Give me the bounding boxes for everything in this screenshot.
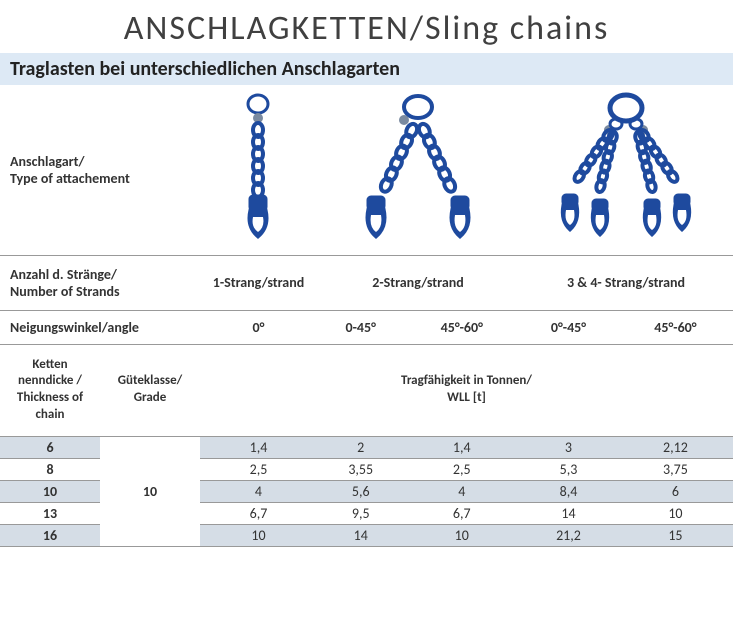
wll-cell: 2,5 xyxy=(200,459,317,481)
strands-label: Anzahl d. Stränge/ Number of Strands xyxy=(0,255,200,310)
wll-header: Tragfähigkeit in Tonnen/ WLL [t] xyxy=(200,344,733,437)
angle-col-3: 0°-45° xyxy=(519,310,618,344)
angle-label: Neigungswinkel/angle xyxy=(0,310,200,344)
wll-cell: 10 xyxy=(200,525,317,547)
grade-header: Güteklasse/ Grade xyxy=(100,344,200,437)
diagram-4-strand xyxy=(519,85,733,255)
wll-cell: 1,4 xyxy=(200,437,317,459)
wll-cell: 6 xyxy=(618,481,733,503)
wll-cell: 3 xyxy=(519,437,618,459)
table-row: 6 10 1,4 2 1,4 3 2,12 xyxy=(0,437,733,459)
angle-col-4: 45°-60° xyxy=(618,310,733,344)
thickness-header: Ketten nenndicke / Thickness of chain xyxy=(0,344,100,437)
load-table: Anschlagart/ Type of attachement xyxy=(0,85,733,547)
angle-col-2: 45°-60° xyxy=(404,310,519,344)
single-chain-icon xyxy=(228,92,288,247)
wll-cell: 3,75 xyxy=(618,459,733,481)
strand-header-3: 3 & 4- Strang/strand xyxy=(519,255,733,310)
wll-cell: 6,7 xyxy=(404,503,519,525)
wll-cell: 10 xyxy=(618,503,733,525)
strand-header-2: 2-Strang/strand xyxy=(317,255,519,310)
double-chain-icon xyxy=(338,92,498,247)
angle-col-1: 0-45° xyxy=(317,310,404,344)
thickness-cell: 6 xyxy=(0,437,100,459)
wll-cell: 4 xyxy=(404,481,519,503)
wll-cell: 1,4 xyxy=(404,437,519,459)
wll-cell: 14 xyxy=(519,503,618,525)
wll-cell: 9,5 xyxy=(317,503,404,525)
page-title: ANSCHLAGKETTEN/Sling chains xyxy=(0,0,733,53)
attachment-type-label: Anschlagart/ Type of attachement xyxy=(0,85,200,255)
wll-cell: 15 xyxy=(618,525,733,547)
wll-cell: 5,6 xyxy=(317,481,404,503)
angle-col-0: 0° xyxy=(200,310,317,344)
thickness-cell: 8 xyxy=(0,459,100,481)
wll-cell: 2 xyxy=(317,437,404,459)
wll-cell: 21,2 xyxy=(519,525,618,547)
diagram-2-strand xyxy=(317,85,519,255)
strand-header-1: 1-Strang/strand xyxy=(200,255,317,310)
quad-chain-icon xyxy=(541,92,711,247)
wll-cell: 6,7 xyxy=(200,503,317,525)
grade-cell: 10 xyxy=(100,437,200,547)
wll-cell: 5,3 xyxy=(519,459,618,481)
diagram-1-strand xyxy=(200,85,317,255)
sub-title: Traglasten bei unterschiedlichen Anschla… xyxy=(0,53,733,85)
wll-cell: 10 xyxy=(404,525,519,547)
wll-cell: 8,4 xyxy=(519,481,618,503)
wll-cell: 4 xyxy=(200,481,317,503)
wll-cell: 14 xyxy=(317,525,404,547)
thickness-cell: 16 xyxy=(0,525,100,547)
wll-cell: 3,55 xyxy=(317,459,404,481)
thickness-cell: 10 xyxy=(0,481,100,503)
wll-cell: 2,5 xyxy=(404,459,519,481)
thickness-cell: 13 xyxy=(0,503,100,525)
wll-cell: 2,12 xyxy=(618,437,733,459)
